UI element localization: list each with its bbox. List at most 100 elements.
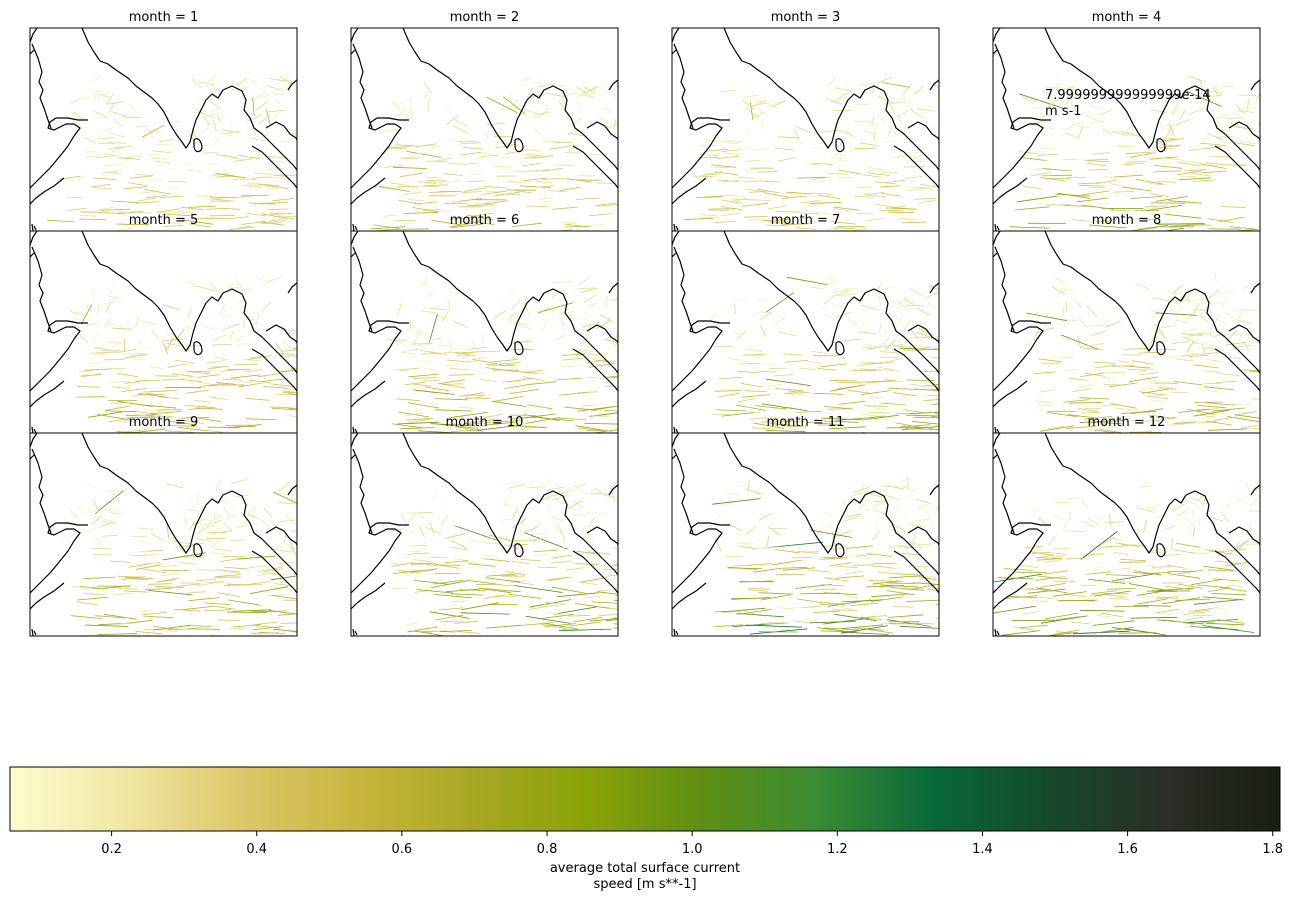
quiver-arrow (838, 178, 852, 179)
quiver-arrow (705, 154, 716, 155)
quiver-arrow (860, 363, 882, 364)
colorbar-tick-label: 0.4 (246, 842, 267, 857)
quiver-arrow (268, 209, 288, 210)
panel-month-7: month = 7 (672, 213, 971, 437)
quiver-arrow (1012, 620, 1055, 621)
quiver-arrow (829, 174, 848, 175)
quiver-arrow (169, 187, 180, 188)
annotation-value: 7.999999999999999e-14 (1045, 88, 1211, 103)
panel-title: month = 2 (450, 10, 520, 25)
quiver-arrow (484, 555, 496, 556)
quiver-arrow (616, 596, 648, 598)
quiver-arrow (873, 563, 896, 564)
panel-plot-area (672, 28, 943, 232)
panel-plot-area (351, 231, 636, 436)
quiver-arrow (1119, 633, 1156, 634)
colorbar-tick-label: 0.6 (392, 842, 413, 857)
quiver-arrow (936, 602, 966, 605)
quiver-arrow (769, 311, 770, 318)
colorbar-tick-label: 1.4 (972, 842, 993, 857)
colorbar-tick-label: 1.6 (1117, 842, 1138, 857)
quiver-arrow (616, 298, 631, 305)
quiver-arrow (935, 413, 971, 416)
panel-plot-area (989, 433, 1269, 637)
quiver-arrow (161, 631, 177, 632)
panel-month-9: month = 9 (30, 415, 330, 638)
quiver-arrow (451, 601, 468, 602)
panel-title: month = 10 (446, 415, 524, 430)
panel-month-6: month = 6 (351, 213, 636, 436)
panel-month-4: month = 4 (993, 10, 1264, 234)
quiver-arrow (104, 359, 124, 360)
quiver-arrow (859, 384, 870, 385)
panel-title: month = 6 (450, 213, 520, 228)
quiver-arrow (488, 604, 518, 605)
panel-title: month = 5 (129, 213, 199, 228)
panel-month-5: month = 5 (30, 213, 317, 439)
panel-plot-area (30, 433, 330, 638)
panel-month-10: month = 10 (351, 415, 652, 636)
quiver-arrow (402, 223, 413, 224)
panel-month-8: month = 8 (993, 213, 1287, 438)
quiver-arrow (297, 317, 303, 327)
quiver-arrow (936, 591, 971, 595)
panel-month-1: month = 1 (30, 10, 302, 231)
quiver-arrow (1119, 146, 1135, 147)
panel-month-2: month = 2 (351, 10, 620, 232)
quiver-arrow (938, 397, 960, 401)
panel-title: month = 9 (129, 415, 199, 430)
quiver-arrow (542, 320, 552, 321)
colorbar-tick-label: 0.2 (101, 842, 122, 857)
quiver-arrow (494, 136, 512, 137)
panel-title: month = 8 (1092, 213, 1162, 228)
quiver-arrow (762, 122, 763, 130)
colorbar-tick-label: 1.0 (682, 842, 703, 857)
quiver-arrow (853, 565, 873, 566)
quiver-arrow (698, 145, 714, 146)
panels-layer: month = 1 month = 2 month = 3 month = 4 mont… (30, 10, 1287, 638)
colorbar-tick-label: 0.8 (537, 842, 558, 857)
colorbar-tick-label: 1.8 (1262, 842, 1283, 857)
panel-month-3: month = 3 (672, 10, 943, 232)
panel-title: month = 3 (771, 10, 841, 25)
quiver-arrow (504, 500, 505, 506)
quiver-arrow (208, 427, 239, 428)
colorbar-tick-label: 1.2 (827, 842, 848, 857)
quiver-arrow (614, 600, 652, 606)
panel-title: month = 11 (767, 415, 845, 430)
panel-plot-area (30, 231, 317, 439)
colorbar-ticks: 0.2 0.4 0.6 0.8 1.0 1.2 1.4 1.6 1.8 (101, 831, 1283, 857)
panel-plot-area (351, 28, 620, 232)
panel-plot-area (672, 433, 971, 637)
quiver-arrow (910, 566, 928, 567)
colorbar-label-line2: speed [m s**-1] (593, 877, 696, 892)
panel-title: month = 12 (1088, 415, 1166, 430)
panel-plot-area (672, 231, 971, 437)
annotation-units: m s-1 (1045, 104, 1082, 119)
quiver-arrow (869, 170, 881, 171)
panel-plot-area (351, 433, 652, 636)
panel-month-12: month = 12 (989, 415, 1269, 637)
panel-plot-area (993, 28, 1264, 234)
quiver-arrow (888, 621, 919, 622)
colorbar: 0.2 0.4 0.6 0.8 1.0 1.2 1.4 1.6 1.8 average tota… (10, 767, 1283, 892)
panel-title: month = 4 (1092, 10, 1162, 25)
quiver-arrow (614, 624, 645, 628)
colorbar-gradient (10, 767, 1280, 831)
panel-plot-area (30, 28, 302, 231)
panel-month-11: month = 11 (672, 415, 971, 637)
quiver-arrow (709, 210, 728, 211)
colorbar-label-line1: average total surface current (550, 861, 740, 876)
quiver-arrow (1157, 224, 1204, 225)
quiver-arrow (79, 219, 105, 220)
panel-title: month = 7 (771, 213, 841, 228)
quiver-arrow (237, 344, 250, 345)
quiver-arrow (617, 405, 635, 406)
quiver-arrow (297, 596, 330, 601)
panel-plot-area (993, 231, 1287, 438)
quiver-arrow (738, 543, 752, 544)
quiver-arrow (235, 364, 257, 365)
quiver-arrow (913, 187, 928, 188)
quiver-arrow (857, 214, 873, 215)
